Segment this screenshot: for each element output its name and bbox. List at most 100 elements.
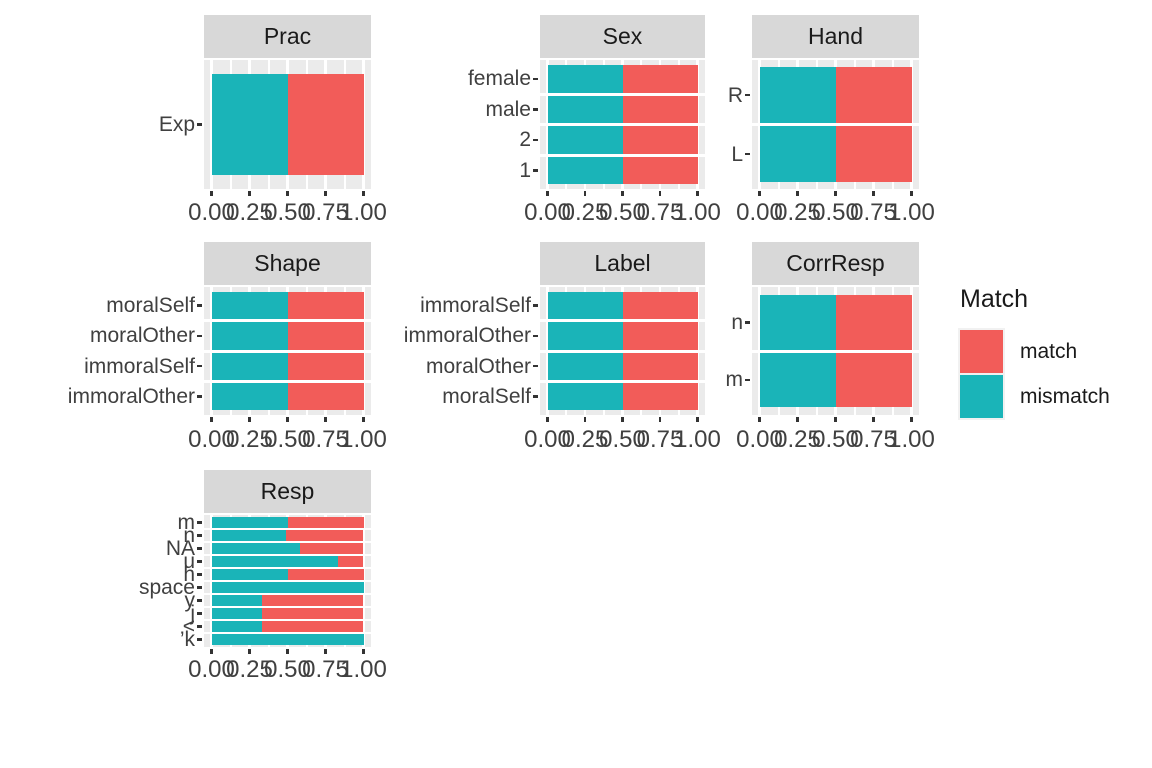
x-axis-tick <box>658 191 662 196</box>
x-tick-label: 0.25 <box>561 199 609 226</box>
y-tick-label: 1 <box>519 158 531 182</box>
bar-row-h <box>211 569 364 580</box>
bar-row-space <box>211 582 364 593</box>
y-axis-tick <box>533 395 538 398</box>
facet-panel-shape <box>204 287 371 415</box>
bar-row-separator <box>752 123 919 126</box>
x-tick-label: 0.75 <box>302 656 349 683</box>
bar-segment-mismatch <box>547 382 623 410</box>
y-axis-tick <box>197 123 202 126</box>
bar-segment-match <box>299 543 364 554</box>
facet-strip-corrresp: CorrResp <box>752 242 919 285</box>
bar-row-y <box>211 595 364 606</box>
bar-segment-mismatch <box>211 634 364 645</box>
bar-row-separator <box>540 153 705 157</box>
bar-segment-match <box>622 156 698 184</box>
x-axis-tick <box>696 191 699 196</box>
y-tick-label: m <box>177 511 196 534</box>
x-axis-tick <box>583 417 587 422</box>
facet-title: CorrResp <box>786 250 885 276</box>
y-axis-tick <box>197 573 202 576</box>
bar-segment-mismatch <box>211 292 288 320</box>
x-tick-label: 0.75 <box>850 199 897 226</box>
x-tick-label: 1.00 <box>340 426 387 453</box>
y-axis-tick <box>533 169 538 172</box>
bar-segment-mismatch <box>211 582 364 593</box>
bar-segment-match <box>622 95 698 123</box>
x-tick-label: 0.00 <box>524 426 571 453</box>
x-tick-label: 0.50 <box>599 426 646 453</box>
x-axis-tick <box>362 649 365 654</box>
y-tick-label: y <box>184 589 196 612</box>
x-tick-label: 0.75 <box>636 199 684 226</box>
y-axis-tick <box>533 108 538 111</box>
y-tick-label: immoralOther <box>403 324 531 348</box>
y-axis-tick <box>745 321 750 324</box>
y-tick-label: u <box>183 550 195 573</box>
bar-segment-mismatch <box>211 382 288 410</box>
bar-row-moralSelf <box>211 292 364 320</box>
x-tick-label: 0.00 <box>188 656 235 683</box>
y-axis-tick <box>745 152 750 156</box>
bar-segment-mismatch <box>211 621 262 632</box>
bar-segment-match <box>287 517 364 528</box>
x-axis-tick <box>248 649 251 654</box>
x-axis-tick <box>696 417 699 422</box>
x-axis-tick <box>758 417 761 422</box>
x-axis-tick <box>210 649 213 654</box>
bar-row-j <box>211 608 364 619</box>
bar-segment-match <box>261 621 364 632</box>
bar-row-m <box>759 352 912 407</box>
x-axis-tick <box>872 417 875 422</box>
bar-row-NA <box>211 543 364 554</box>
bar-row-1 <box>547 156 698 184</box>
y-tick-label: female <box>467 67 531 91</box>
bar-segment-mismatch <box>547 352 623 380</box>
bar-segment-mismatch <box>211 74 288 175</box>
bar-segment-mismatch <box>211 530 286 541</box>
x-axis-tick <box>210 417 213 422</box>
bar-row-separator <box>752 349 919 353</box>
bar-row-R <box>759 67 912 123</box>
bar-row-u <box>211 556 364 567</box>
bar-row-separator <box>204 541 371 543</box>
bar-row-moralSelf <box>547 382 698 410</box>
bar-row-n <box>759 295 912 350</box>
bar-row-immoralOther <box>211 382 364 410</box>
y-axis-tick <box>197 599 202 602</box>
bar-segment-match <box>287 322 364 350</box>
bar-row-separator <box>204 606 371 608</box>
x-tick-label: 0.25 <box>226 426 273 453</box>
bar-row-m <box>211 517 364 528</box>
x-axis-tick <box>362 191 365 196</box>
x-axis-tick <box>324 191 327 196</box>
y-axis-tick <box>533 304 538 307</box>
legend-label-match: match <box>1020 340 1078 363</box>
bar-segment-mismatch <box>211 595 262 606</box>
bar-segment-mismatch <box>547 292 623 320</box>
y-axis-tick <box>197 560 202 563</box>
y-tick-label: moralSelf <box>442 384 531 408</box>
x-axis-tick <box>872 191 875 196</box>
x-tick-label: 0.00 <box>188 426 235 453</box>
facet-title: Prac <box>263 23 312 49</box>
legend: Match match mismatch <box>960 287 1110 419</box>
facet-panel-sex <box>540 60 705 189</box>
bar-row-male <box>547 95 698 123</box>
bar-row-separator <box>204 619 371 621</box>
facet-title: Resp <box>260 478 315 504</box>
facet-strip-label: Label <box>540 242 705 285</box>
x-tick-label: 0.00 <box>188 199 235 226</box>
bar-row-immoralOther <box>547 322 698 350</box>
bar-segment-match <box>622 322 698 350</box>
x-axis-tick <box>910 417 913 422</box>
bar-row-Exp <box>211 74 364 175</box>
legend-entry-match: match <box>960 329 1110 374</box>
bar-row-moralOther <box>547 352 698 380</box>
x-axis-tick <box>546 417 549 422</box>
facet-panel-hand <box>752 60 919 189</box>
x-axis-tick <box>621 191 624 196</box>
y-axis-tick <box>197 586 202 589</box>
bar-row-separator <box>204 379 371 383</box>
